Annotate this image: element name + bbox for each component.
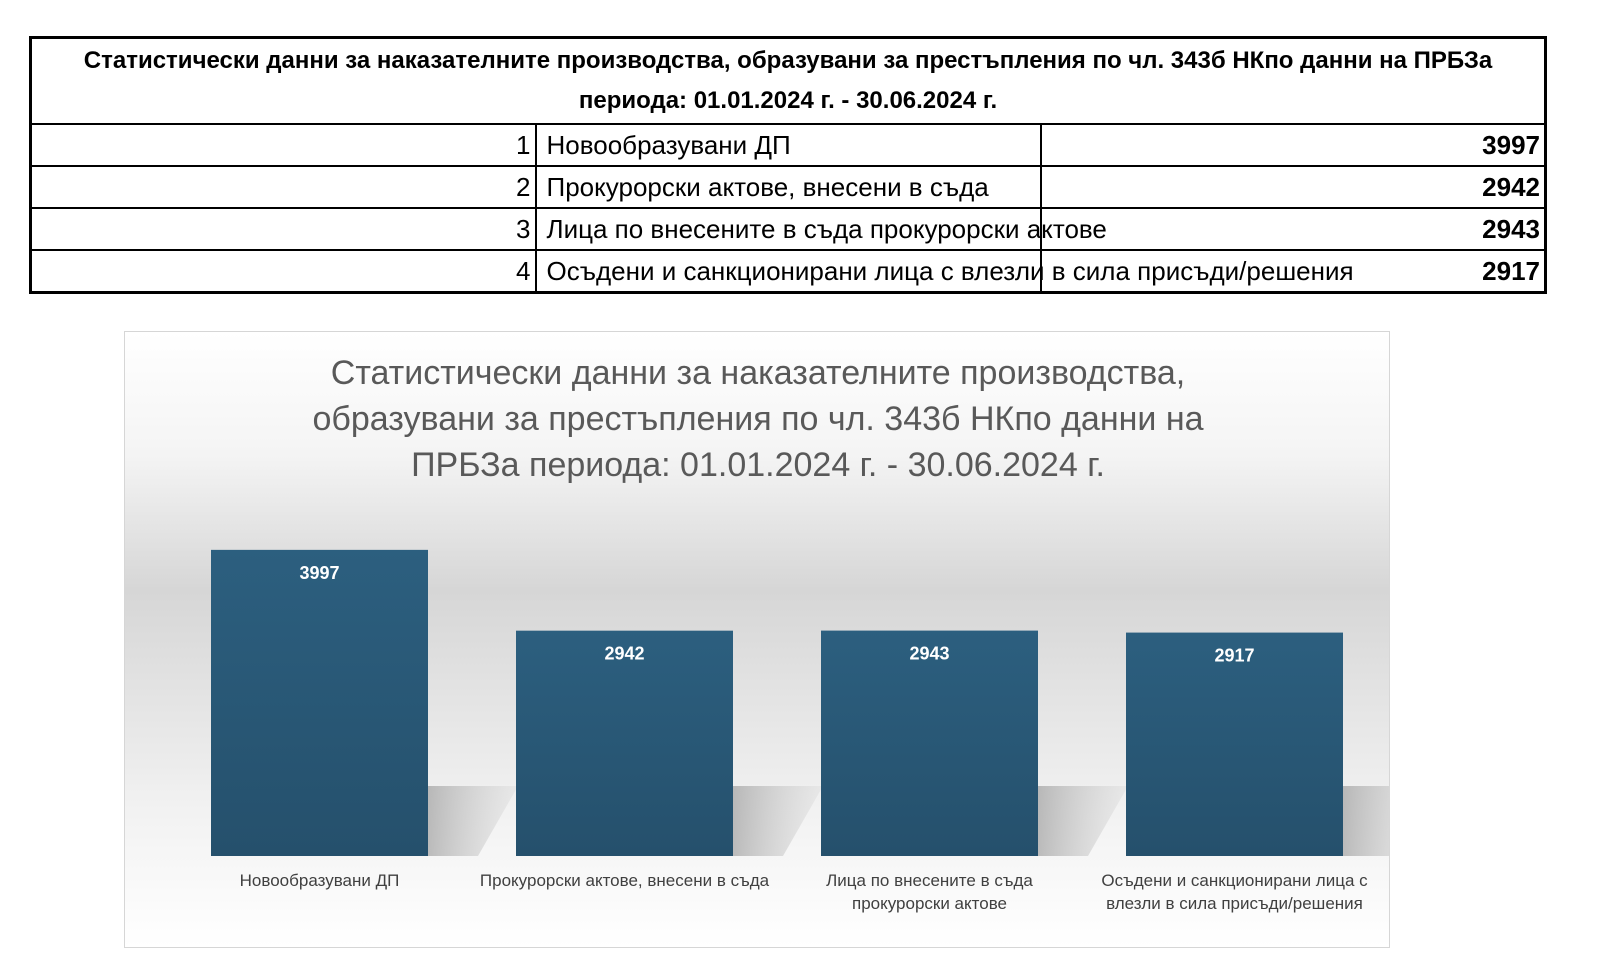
bar [516,630,733,856]
bar-value-label: 2942 [604,644,644,664]
category-label: Лица по внесените в съда прокурорски акт… [826,871,1033,913]
category-label: Прокурорски актове, внесени в съда [479,871,770,890]
table-row: 2 Прокурорски актове, внесени в съда 294… [29,165,1547,209]
bar [821,630,1038,856]
bar-chart: Статистически данни за наказателните про… [124,331,1390,948]
chart-title: Статистически данни за наказателните про… [312,354,1204,484]
bar [211,549,428,856]
category-label: Осъдени и санкционирани лица с влезли в … [1101,871,1368,913]
category-label: Новообразувани ДП [239,871,400,890]
row-label: Новообразувани ДП [534,123,1042,167]
bar [1126,632,1343,856]
chart-plot: 3997 2942 2943 2917 [211,549,1389,856]
row-value: 2943 [1039,207,1547,251]
row-number: 4 [29,249,537,294]
row-number: 2 [29,165,537,209]
row-label: Осъдени и санкционирани лица с влезли в … [534,249,1354,294]
table-row: 4 Осъдени и санкционирани лица с влезли … [29,249,1547,294]
bar-shadow [1343,786,1389,856]
row-label: Прокурорски актове, внесени в съда [534,165,1042,209]
bar-value-label: 3997 [299,563,339,583]
row-value: 2917 [1039,249,1547,294]
bar-shadow [1038,786,1128,856]
row-number: 3 [29,207,537,251]
bar-shadow [428,786,518,856]
table-title: Статистически данни за наказателните про… [29,36,1547,125]
bar-value-label: 2917 [1214,646,1254,666]
row-value: 2942 [1039,165,1547,209]
statistics-table: Статистически данни за наказателните про… [29,36,1547,294]
table-row: 1 Новообразувани ДП 3997 [29,123,1547,167]
bar-shadow [733,786,823,856]
row-value: 3997 [1039,123,1547,167]
table-row: 3 Лица по внесените в съда прокурорски а… [29,207,1547,251]
row-number: 1 [29,123,537,167]
row-label: Лица по внесените в съда прокурорски акт… [534,207,1107,251]
bar-value-label: 2943 [909,644,949,664]
